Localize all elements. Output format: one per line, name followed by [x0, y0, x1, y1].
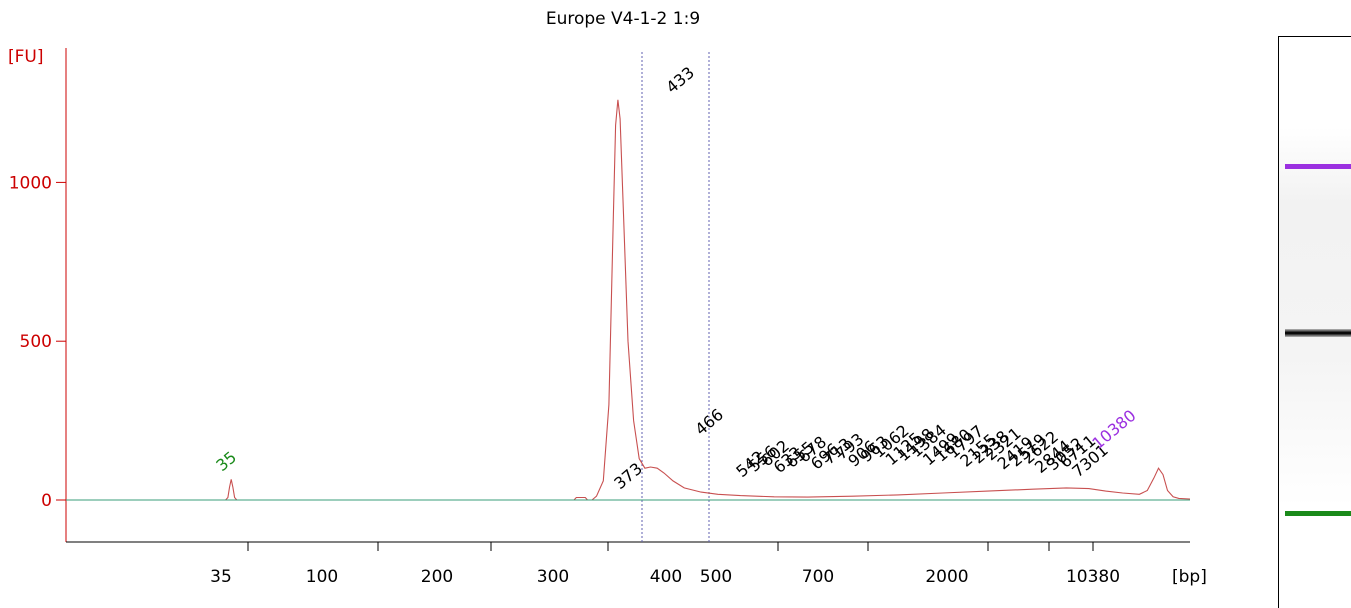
x-axis-ticks: 35 100 200 300 400 500 700 2000 10380: [210, 542, 1120, 587]
series-group: [66, 99, 1191, 501]
x-tick-label-1: 100: [306, 567, 338, 587]
peak-label-1: 373: [610, 459, 646, 493]
x-tick-label-7: 2000: [925, 567, 968, 587]
chart-title: Europe V4-1-2 1:9: [546, 9, 700, 29]
gel-band-lower-marker: [1285, 511, 1351, 516]
x-tick-label-0: 35: [210, 567, 232, 587]
x-axis-label: [bp]: [1172, 567, 1207, 587]
x-tick-label-6: 700: [802, 567, 834, 587]
x-tick-label-8: 10380: [1066, 567, 1120, 587]
x-tick-label-5: 500: [700, 567, 732, 587]
peak-labels: 35 37343346654255660263365567869671379390…: [212, 63, 1139, 493]
x-tick-label-4: 400: [650, 567, 682, 587]
gel-band-main: [1285, 329, 1351, 337]
y-axis-label: [FU]: [8, 47, 44, 67]
gel-band-upper-marker: [1285, 164, 1351, 169]
peak-label-2: 433: [662, 63, 698, 97]
x-tick-label-2: 200: [421, 567, 453, 587]
x-tick-label-3: 300: [537, 567, 569, 587]
gel-lane-shade: [1279, 127, 1351, 507]
y-tick-label-0: 0: [41, 491, 52, 511]
electropherogram: Europe V4-1-2 1:9 [FU] [bp] 0 500 1000 35 1…: [8, 9, 1207, 587]
y-axis-ticks: 0 500 1000: [9, 173, 66, 511]
peak-label-32: 10380: [1088, 406, 1139, 453]
peak-label-0: 35: [212, 447, 240, 475]
y-tick-label-2: 1000: [9, 173, 52, 193]
y-tick-label-1: 500: [20, 332, 52, 352]
peak-label-3: 466: [691, 405, 727, 439]
gel-lane: [1278, 36, 1351, 608]
